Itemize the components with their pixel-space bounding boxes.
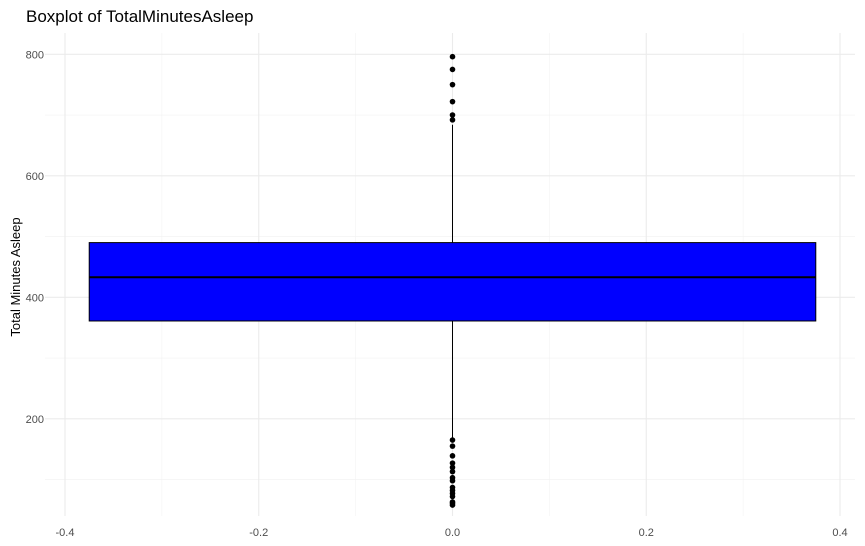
outlier-point xyxy=(449,477,456,484)
y-tick-label: 400 xyxy=(26,292,44,304)
tick-labels: -0.4 -0.2 0.0 0.2 0.4 200 400 600 800 xyxy=(26,49,848,539)
outlier-point xyxy=(449,98,456,105)
outlier-points xyxy=(449,53,456,508)
chart-title: Boxplot of TotalMinutesAsleep xyxy=(26,7,253,26)
outlier-point xyxy=(449,437,456,443)
outlier-point xyxy=(449,66,456,73)
outlier-point xyxy=(449,460,456,466)
y-axis-label: Total Minutes Asleep xyxy=(8,217,23,336)
outlier-point xyxy=(449,112,456,118)
outlier-point xyxy=(449,493,456,500)
outlier-point xyxy=(449,443,456,449)
y-tick-label: 200 xyxy=(26,414,44,426)
outlier-point xyxy=(449,502,456,508)
outlier-point xyxy=(449,453,456,459)
x-tick-label: -0.2 xyxy=(249,527,268,539)
box-layer xyxy=(88,124,817,440)
x-tick-label: 0.0 xyxy=(445,527,460,539)
outlier-point xyxy=(449,53,456,60)
y-tick-label: 800 xyxy=(26,49,44,61)
outlier-point xyxy=(449,468,456,475)
outlier-point xyxy=(449,81,456,88)
x-tick-label: 0.2 xyxy=(639,527,654,539)
y-tick-label: 600 xyxy=(26,171,44,183)
outlier-point xyxy=(449,464,456,471)
x-tick-label: 0.4 xyxy=(832,527,847,539)
x-tick-label: -0.4 xyxy=(56,527,75,539)
iqr-box xyxy=(88,242,817,322)
outlier-point xyxy=(449,117,456,123)
